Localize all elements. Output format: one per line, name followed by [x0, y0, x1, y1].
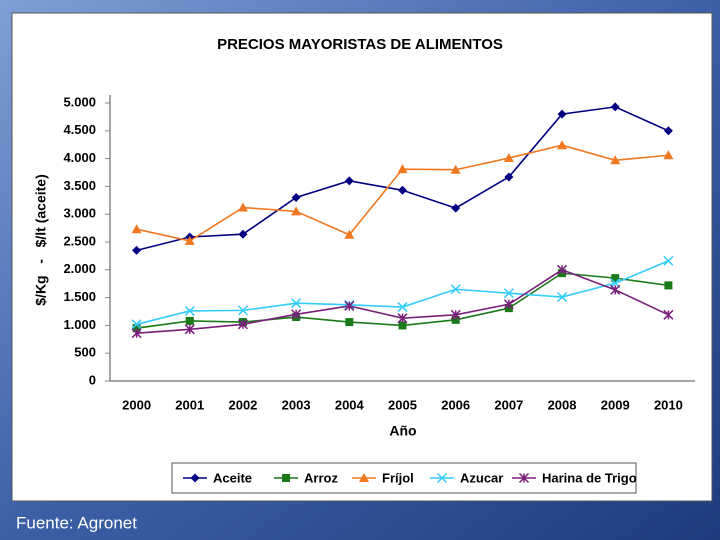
- x-tick-label: 2002: [228, 397, 257, 412]
- data-point: [503, 299, 514, 310]
- data-point: [132, 245, 142, 255]
- data-point: [132, 324, 141, 333]
- data-point: [557, 109, 567, 119]
- legend-marker: [518, 472, 530, 484]
- data-point: [397, 164, 408, 174]
- data-point: [397, 313, 408, 324]
- data-point: [398, 185, 407, 195]
- data-point: [184, 324, 195, 335]
- data-point: [344, 176, 354, 186]
- legend-marker: [436, 472, 448, 484]
- y-tick-label: 2.000: [63, 261, 96, 276]
- x-tick-label: 2007: [494, 397, 523, 412]
- data-point: [184, 235, 195, 245]
- x-tick-label: 2000: [122, 397, 151, 412]
- x-tick-label: 2006: [441, 397, 470, 412]
- y-tick-label: 2.500: [63, 233, 96, 248]
- data-point: [610, 102, 620, 112]
- data-point: [291, 298, 302, 309]
- data-point: [557, 292, 568, 303]
- data-point: [344, 229, 355, 239]
- chart-panel: [11, 12, 713, 502]
- data-point: [557, 264, 568, 275]
- data-point: [184, 305, 195, 316]
- data-point: [291, 206, 302, 216]
- data-point: [131, 224, 142, 234]
- data-point: [663, 150, 674, 160]
- data-point: [450, 309, 461, 320]
- legend-label: Harina de Trigo: [542, 470, 637, 485]
- data-point: [291, 309, 302, 320]
- data-point: [131, 328, 142, 339]
- data-point: [237, 305, 248, 316]
- data-point: [131, 319, 142, 330]
- data-point: [503, 153, 514, 163]
- data-point: [450, 164, 461, 174]
- chart-title: PRECIOS MAYORISTAS DE ALIMENTOS: [217, 36, 503, 53]
- data-point: [504, 172, 514, 182]
- y-tick-label: 3.500: [63, 178, 96, 193]
- data-point: [345, 318, 354, 327]
- source-note: Fuente: Agronet: [16, 513, 137, 532]
- x-tick-label: 2005: [388, 397, 417, 412]
- x-tick-label: 2004: [335, 397, 365, 412]
- data-point: [663, 255, 674, 266]
- x-tick-label: 2003: [282, 397, 311, 412]
- legend-marker: [282, 474, 290, 482]
- data-point: [610, 284, 621, 295]
- x-axis-label: Año: [389, 423, 416, 439]
- data-point: [451, 315, 460, 324]
- x-tick-label: 2008: [548, 397, 577, 412]
- legend-marker: [359, 473, 369, 482]
- x-tick-label: 2009: [601, 397, 630, 412]
- y-tick-label: 4.000: [63, 150, 96, 165]
- y-tick-label: 3.000: [63, 206, 96, 221]
- data-point: [450, 284, 461, 295]
- legend-label: Fríjol: [382, 470, 414, 485]
- legend-marker: [190, 473, 200, 483]
- data-point: [398, 321, 407, 330]
- data-point: [610, 155, 621, 165]
- y-tick-label: 500: [74, 345, 96, 360]
- legend-label: Azucar: [460, 470, 503, 485]
- y-tick-label: 4.500: [63, 122, 96, 137]
- data-point: [238, 229, 248, 239]
- data-point: [237, 202, 248, 212]
- y-tick-label: 5.000: [63, 94, 96, 109]
- data-point: [503, 288, 514, 299]
- legend-label: Aceite: [213, 470, 252, 485]
- y-tick-label: 0: [89, 372, 96, 387]
- x-tick-label: 2010: [654, 397, 683, 412]
- data-point: [237, 319, 248, 330]
- data-point: [663, 126, 673, 136]
- y-tick-label: 1.500: [63, 289, 96, 304]
- y-axis-label: $/Kg - $/lt (aceite): [33, 174, 49, 305]
- data-point: [185, 316, 194, 325]
- data-point: [663, 309, 674, 320]
- data-point: [664, 281, 673, 290]
- data-point: [397, 302, 408, 313]
- data-point: [344, 300, 355, 311]
- legend-label: Arroz: [304, 470, 338, 485]
- data-point: [557, 140, 568, 150]
- data-point: [451, 203, 461, 213]
- legend-box: [171, 462, 637, 494]
- x-tick-label: 2001: [175, 397, 204, 412]
- data-point: [611, 274, 620, 283]
- data-point: [291, 193, 301, 203]
- y-tick-label: 1.000: [63, 317, 96, 332]
